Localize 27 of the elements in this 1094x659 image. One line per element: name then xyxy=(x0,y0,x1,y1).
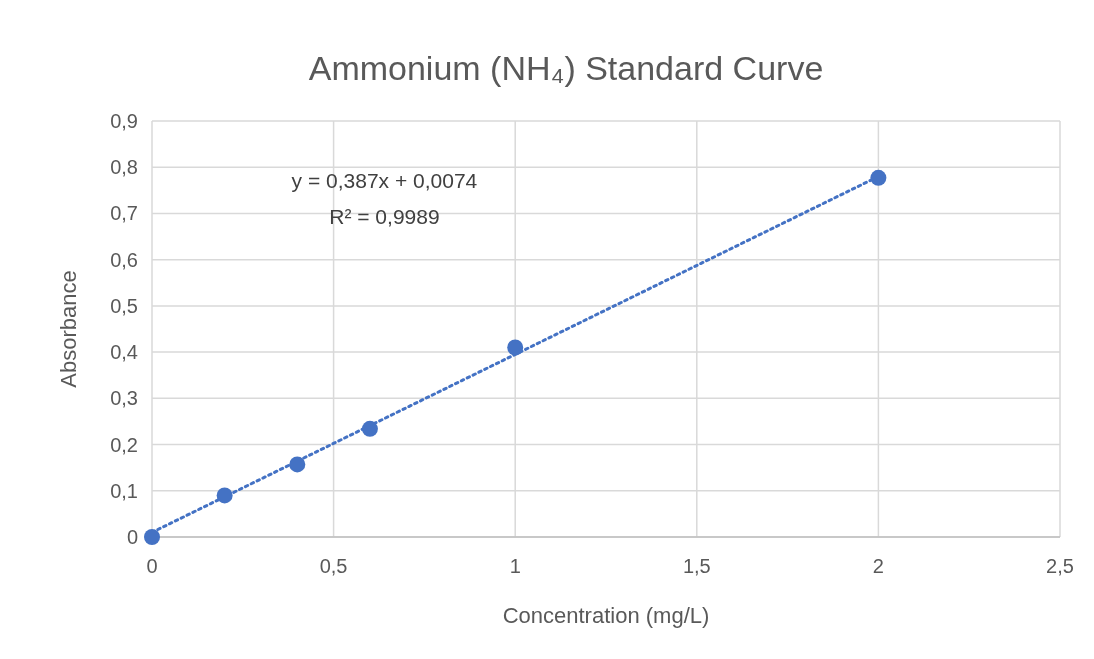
x-tick-label: 0 xyxy=(146,555,158,577)
x-tick-label: 1 xyxy=(509,555,521,577)
y-tick-label: 0,8 xyxy=(110,156,138,179)
point xyxy=(361,420,378,437)
point xyxy=(144,529,160,545)
point xyxy=(507,339,524,356)
y-tick-label: 0 xyxy=(126,526,138,548)
y-tick-label: 0,4 xyxy=(110,341,138,364)
y-tick-label: 0,3 xyxy=(110,387,138,410)
y-axis-title: Absorbance xyxy=(56,270,81,388)
x-tick-label: 0,5 xyxy=(319,555,348,577)
annotation: R² = 0,9989 xyxy=(329,205,440,229)
x-tick-label: 2,5 xyxy=(1046,555,1074,577)
y-tick-label: 0,2 xyxy=(110,433,138,456)
point xyxy=(870,169,887,186)
annotation: y = 0,387x + 0,0074 xyxy=(291,169,478,193)
x-tick-label: 2 xyxy=(872,555,884,577)
y-tick-label: 0,7 xyxy=(110,202,138,225)
point xyxy=(216,487,233,504)
y-tick-label: 0,9 xyxy=(110,110,138,132)
x-tick-label: 1,5 xyxy=(682,555,711,577)
chart-title: Ammonium (NH₄) Standard Curve xyxy=(308,49,824,87)
x-axis-title: Concentration (mg/L) xyxy=(502,603,710,628)
y-tick-label: 0,5 xyxy=(110,294,138,317)
y-tick-label: 0,6 xyxy=(110,248,138,271)
point xyxy=(289,456,306,473)
y-tick-label: 0,1 xyxy=(110,479,138,502)
